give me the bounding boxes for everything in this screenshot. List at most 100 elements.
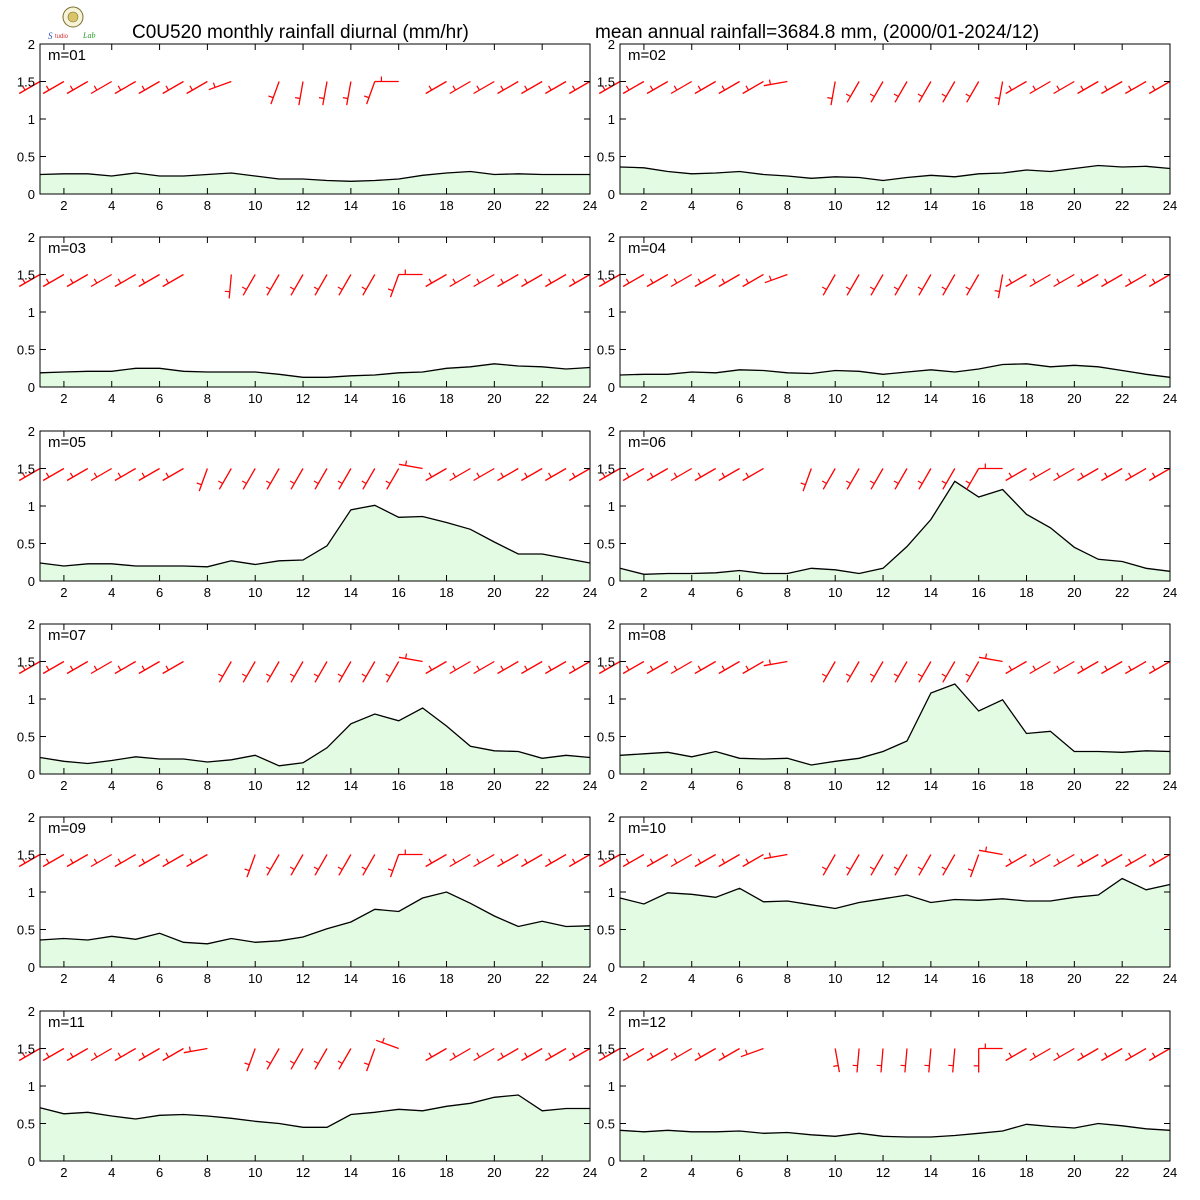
wind-barb — [718, 853, 740, 868]
y-tick-label: 0.5 — [17, 730, 35, 745]
wind-barb-flag — [821, 866, 827, 871]
rainfall-area — [620, 878, 1170, 967]
wind-barb — [449, 1047, 471, 1062]
x-tick-label: 14 — [344, 971, 358, 986]
wind-barb-flag — [117, 85, 122, 91]
x-tick-label: 8 — [204, 585, 211, 600]
wind-barb-shaft — [670, 273, 693, 288]
x-tick-label: 10 — [828, 778, 842, 793]
wind-barb-shaft — [718, 273, 740, 288]
y-tick-label: 1 — [28, 499, 35, 514]
wind-barb — [241, 661, 256, 683]
wind-barb-shaft — [183, 1047, 208, 1054]
wind-barb — [764, 273, 788, 284]
y-tick-label: 0 — [608, 1154, 615, 1169]
y-tick-label: 2 — [28, 230, 35, 245]
wind-barb-shaft — [1029, 660, 1051, 675]
y-tick-label: 0 — [28, 1154, 35, 1169]
wind-barb-shaft — [365, 81, 376, 105]
wind-barb-shaft — [449, 1047, 471, 1062]
wind-barb-shaft — [997, 81, 1004, 106]
x-tick-label: 24 — [583, 585, 597, 600]
y-tick-label: 1 — [28, 112, 35, 127]
y-tick-label: 0.5 — [597, 730, 615, 745]
wind-barb — [138, 853, 160, 868]
wind-barb — [1124, 1047, 1147, 1062]
plot-frame — [619, 236, 1171, 388]
wind-barb — [521, 80, 543, 95]
wind-barb-flag — [965, 673, 971, 678]
rainfall-line — [39, 170, 590, 182]
wind-barb — [497, 467, 519, 482]
wind-barb — [265, 468, 280, 490]
x-tick-label: 6 — [156, 198, 163, 213]
wind-barb — [425, 273, 447, 288]
x-tick-label: 4 — [108, 778, 115, 793]
wind-barb-shaft — [162, 853, 184, 868]
wind-barb-flag — [768, 275, 772, 281]
wind-barb — [742, 273, 764, 288]
wind-barb-flag — [337, 866, 343, 871]
wind-barb-shaft — [694, 853, 717, 868]
wind-barb-shaft — [425, 1047, 447, 1062]
month-label: m=02 — [628, 47, 666, 64]
wind-barb — [313, 1048, 328, 1070]
wind-barb-flag — [165, 665, 170, 671]
wind-barb-shaft — [473, 467, 495, 482]
wind-barb-flag — [1080, 1052, 1084, 1058]
wind-barb-shaft — [314, 661, 328, 683]
wind-barb — [18, 853, 41, 868]
wind-barb-flag — [941, 866, 947, 871]
wind-barb-shaft — [138, 467, 160, 482]
wind-barb — [18, 80, 41, 95]
y-tick-label: 2 — [608, 230, 615, 245]
y-tick-label: 1 — [28, 885, 35, 900]
wind-barb-shaft — [338, 468, 352, 490]
wind-barb-flag — [1032, 665, 1037, 671]
x-tick-label: 24 — [1163, 198, 1177, 213]
wind-barb-flag — [1128, 278, 1132, 284]
wind-barb-flag — [45, 85, 50, 91]
wind-barb-shaft — [1005, 660, 1027, 675]
wind-barb-shaft — [162, 467, 184, 482]
x-tick-label: 4 — [108, 585, 115, 600]
wind-barb-shaft — [598, 853, 621, 868]
wind-barb-flag — [548, 278, 552, 284]
wind-barb — [622, 660, 645, 675]
wind-barb-flag — [385, 480, 391, 485]
x-tick-label: 8 — [204, 198, 211, 213]
panel-m-08: 00.511.522 4 6 8 10 12 14 16 18 20 22 24m=08 — [597, 617, 1177, 793]
x-tick-label: 22 — [1115, 198, 1129, 213]
wind-barb — [1148, 273, 1171, 288]
x-tick-label: 22 — [535, 778, 549, 793]
rainfall-area — [40, 505, 590, 581]
wind-barb-shaft — [1053, 273, 1075, 288]
wind-barb — [1029, 273, 1051, 288]
wind-barb-flag — [294, 97, 301, 100]
wind-barb — [497, 80, 519, 95]
wind-barb-shaft — [622, 660, 645, 675]
wind-barb-shaft — [894, 854, 908, 876]
wind-barb-shaft — [742, 80, 764, 95]
wind-barbs — [18, 460, 591, 492]
wind-barb-shaft — [742, 273, 764, 288]
wind-barb — [1148, 853, 1171, 868]
x-tick-label: 16 — [391, 971, 405, 986]
wind-barb — [1148, 1047, 1171, 1062]
wind-barb-flag — [452, 85, 457, 91]
rainfall-line — [619, 480, 1171, 575]
x-tick-label: 24 — [1163, 391, 1177, 406]
wind-barb — [521, 273, 543, 288]
wind-barb-shaft — [718, 660, 740, 675]
x-tick-label: 20 — [1067, 585, 1081, 600]
wind-barb-flag — [1056, 858, 1060, 864]
wind-barb-flag — [381, 1037, 385, 1043]
wind-barb — [289, 854, 304, 876]
wind-barb-shaft — [90, 273, 113, 288]
month-label: m=06 — [628, 434, 666, 451]
svg-text:tudio: tudio — [55, 34, 69, 40]
wind-barb — [833, 1048, 841, 1073]
wind-barb-flag — [452, 1052, 457, 1058]
wind-barb — [114, 660, 137, 675]
y-tick-label: 2 — [28, 810, 35, 825]
